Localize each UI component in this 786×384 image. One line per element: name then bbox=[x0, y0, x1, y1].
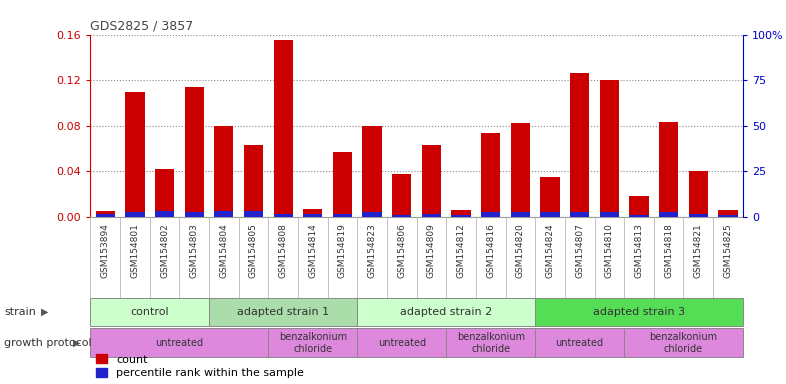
Bar bbox=[244, 145, 263, 217]
Text: adapted strain 3: adapted strain 3 bbox=[593, 307, 685, 317]
Bar bbox=[481, 132, 501, 217]
Bar bbox=[659, 122, 678, 217]
Text: GSM154821: GSM154821 bbox=[694, 223, 703, 278]
Text: strain: strain bbox=[4, 307, 36, 317]
Text: GSM154818: GSM154818 bbox=[664, 223, 673, 278]
Text: GSM154803: GSM154803 bbox=[189, 223, 199, 278]
Text: GSM154823: GSM154823 bbox=[368, 223, 376, 278]
Bar bbox=[630, 215, 648, 217]
Bar bbox=[185, 87, 204, 217]
Text: GSM154814: GSM154814 bbox=[308, 223, 318, 278]
Bar bbox=[600, 212, 619, 217]
Text: untreated: untreated bbox=[156, 338, 204, 348]
Bar bbox=[624, 328, 743, 357]
Bar bbox=[511, 124, 530, 217]
Bar bbox=[96, 214, 115, 217]
Text: GSM154813: GSM154813 bbox=[634, 223, 644, 278]
Bar bbox=[535, 328, 624, 357]
Bar bbox=[332, 214, 352, 217]
Text: growth protocol: growth protocol bbox=[4, 338, 91, 348]
Bar bbox=[511, 212, 530, 217]
Bar bbox=[90, 298, 209, 326]
Bar bbox=[451, 210, 471, 217]
Text: GSM154806: GSM154806 bbox=[397, 223, 406, 278]
Bar bbox=[125, 91, 145, 217]
Text: GSM154805: GSM154805 bbox=[249, 223, 258, 278]
Text: GSM154820: GSM154820 bbox=[516, 223, 525, 278]
Bar bbox=[689, 214, 708, 217]
Bar bbox=[274, 214, 292, 217]
Text: GSM153894: GSM153894 bbox=[101, 223, 110, 278]
Bar bbox=[209, 298, 358, 326]
Bar bbox=[422, 145, 441, 217]
Text: adapted strain 2: adapted strain 2 bbox=[400, 307, 492, 317]
Text: GSM154819: GSM154819 bbox=[338, 223, 347, 278]
Text: GSM154816: GSM154816 bbox=[487, 223, 495, 278]
Legend: count, percentile rank within the sample: count, percentile rank within the sample bbox=[96, 354, 304, 379]
Text: adapted strain 1: adapted strain 1 bbox=[237, 307, 329, 317]
Bar bbox=[481, 212, 501, 217]
Text: ▶: ▶ bbox=[41, 307, 49, 317]
Bar bbox=[362, 212, 382, 217]
Text: GSM154801: GSM154801 bbox=[130, 223, 139, 278]
Text: GSM154810: GSM154810 bbox=[605, 223, 614, 278]
Text: ▶: ▶ bbox=[73, 338, 81, 348]
Bar bbox=[274, 40, 292, 217]
Bar bbox=[358, 328, 446, 357]
Bar bbox=[718, 215, 737, 217]
Bar bbox=[630, 197, 648, 217]
Bar bbox=[446, 328, 535, 357]
Bar bbox=[215, 211, 233, 217]
Bar bbox=[422, 214, 441, 217]
Bar bbox=[392, 174, 411, 217]
Bar bbox=[541, 212, 560, 217]
Text: untreated: untreated bbox=[378, 338, 426, 348]
Bar bbox=[155, 169, 174, 217]
Bar bbox=[358, 298, 535, 326]
Bar bbox=[90, 328, 268, 357]
Bar bbox=[125, 212, 145, 217]
Text: GDS2825 / 3857: GDS2825 / 3857 bbox=[90, 19, 193, 32]
Bar bbox=[303, 214, 322, 217]
Bar bbox=[659, 212, 678, 217]
Bar bbox=[215, 126, 233, 217]
Bar bbox=[451, 215, 471, 217]
Text: GSM154808: GSM154808 bbox=[279, 223, 288, 278]
Bar bbox=[303, 209, 322, 217]
Bar bbox=[332, 152, 352, 217]
Text: benzalkonium
chloride: benzalkonium chloride bbox=[279, 332, 347, 354]
Bar bbox=[185, 212, 204, 217]
Bar bbox=[689, 171, 708, 217]
Bar bbox=[96, 211, 115, 217]
Bar bbox=[362, 126, 382, 217]
Text: GSM154812: GSM154812 bbox=[457, 223, 465, 278]
Bar bbox=[392, 215, 411, 217]
Text: GSM154809: GSM154809 bbox=[427, 223, 436, 278]
Bar bbox=[535, 298, 743, 326]
Bar bbox=[268, 328, 358, 357]
Bar bbox=[570, 73, 590, 217]
Text: benzalkonium
chloride: benzalkonium chloride bbox=[649, 332, 718, 354]
Text: control: control bbox=[130, 307, 169, 317]
Text: GSM154807: GSM154807 bbox=[575, 223, 584, 278]
Bar bbox=[155, 211, 174, 217]
Text: GSM154804: GSM154804 bbox=[219, 223, 228, 278]
Bar bbox=[570, 212, 590, 217]
Bar bbox=[600, 80, 619, 217]
Bar bbox=[718, 210, 737, 217]
Text: GSM154802: GSM154802 bbox=[160, 223, 169, 278]
Bar bbox=[244, 211, 263, 217]
Text: GSM154824: GSM154824 bbox=[545, 223, 554, 278]
Text: untreated: untreated bbox=[556, 338, 604, 348]
Bar bbox=[541, 177, 560, 217]
Text: GSM154825: GSM154825 bbox=[723, 223, 733, 278]
Text: benzalkonium
chloride: benzalkonium chloride bbox=[457, 332, 525, 354]
